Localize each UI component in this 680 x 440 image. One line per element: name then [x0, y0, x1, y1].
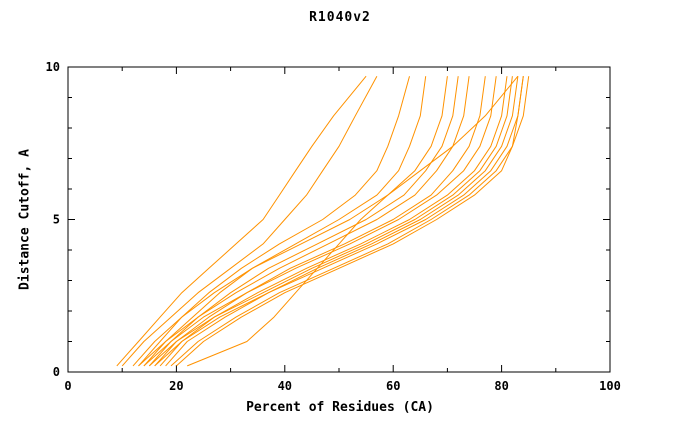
y-tick-label: 5	[53, 213, 60, 227]
series-line	[187, 75, 519, 367]
x-tick-label: 40	[278, 379, 292, 393]
series-line	[132, 76, 448, 367]
x-tick-label: 0	[64, 379, 71, 393]
series-line	[138, 76, 470, 367]
series-line	[154, 76, 524, 367]
series-line	[176, 76, 530, 367]
x-tick-label: 100	[599, 379, 621, 393]
x-tick-label: 60	[386, 379, 400, 393]
x-axis-label: Percent of Residues (CA)	[246, 400, 434, 415]
series-line	[165, 76, 519, 367]
series-line	[143, 76, 427, 367]
chart-title: R1040v2	[309, 10, 371, 25]
series-line	[148, 76, 513, 367]
series-line	[143, 76, 497, 367]
x-tick-label: 80	[494, 379, 508, 393]
series-line	[170, 76, 524, 367]
series-line	[138, 76, 410, 367]
y-tick-label: 0	[53, 365, 60, 379]
series-line	[116, 75, 367, 367]
series-line	[148, 76, 459, 367]
y-tick-label: 10	[46, 60, 60, 74]
series-line	[154, 76, 486, 367]
series-line	[121, 75, 378, 367]
x-tick-label: 20	[169, 379, 183, 393]
